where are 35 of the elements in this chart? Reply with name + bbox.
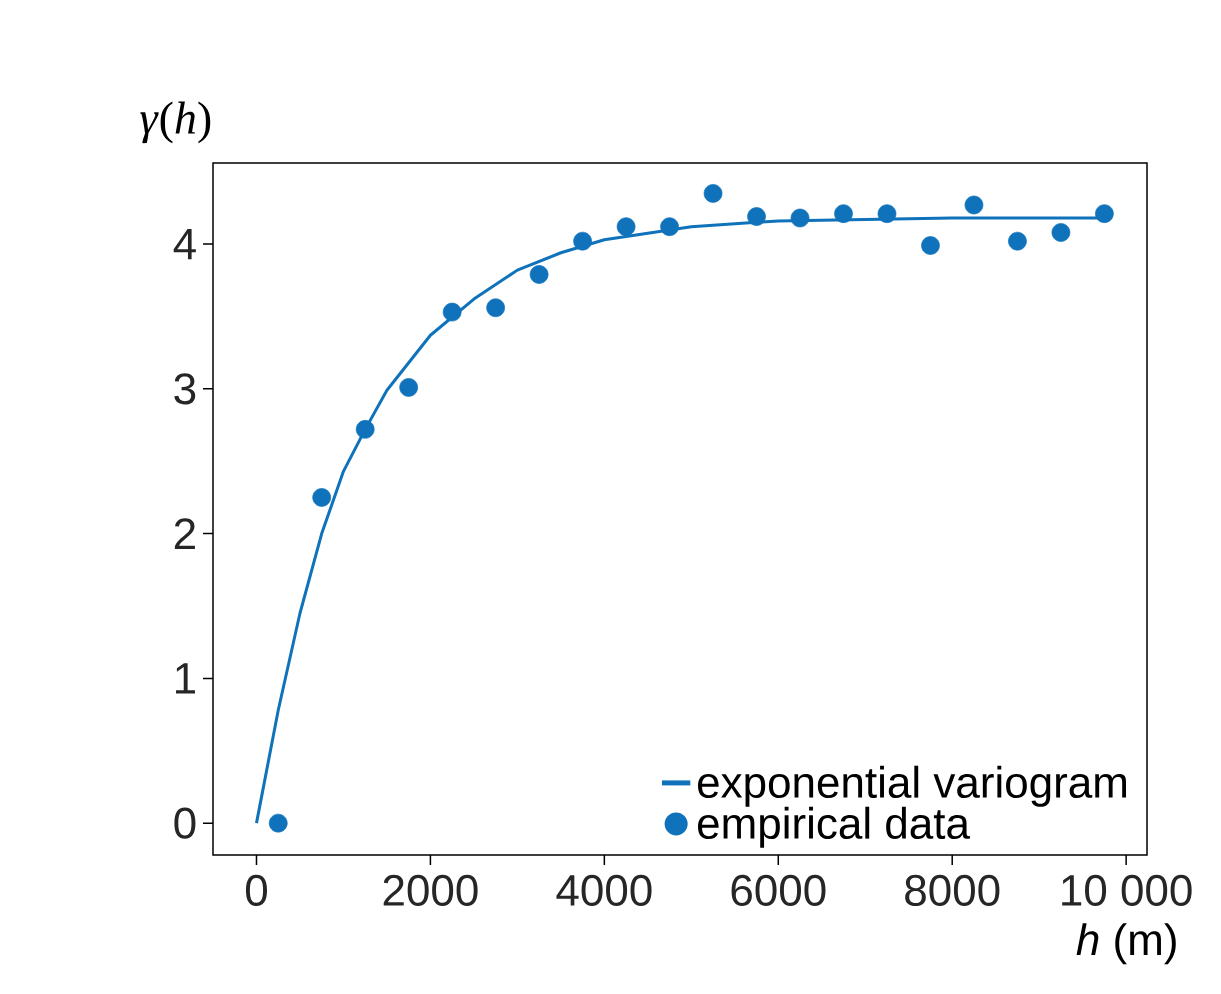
point [573, 231, 592, 251]
y-tick-label: 0 [174, 807, 196, 839]
x-tick-label: 6000 [731, 874, 826, 907]
x-tick-label: 10 000 [1062, 874, 1192, 907]
point [268, 813, 288, 833]
point [660, 217, 679, 237]
point [529, 265, 549, 284]
legend-label: empirical data [698, 806, 970, 848]
y-tick-label: 1 [176, 663, 195, 694]
legend-label: exponential variogram [698, 765, 1127, 807]
point [616, 217, 636, 237]
y-tick-label: 2 [174, 518, 195, 549]
point [312, 488, 332, 507]
point [834, 204, 853, 223]
point [921, 236, 940, 255]
x-axis-title: h (m) [1076, 923, 1176, 965]
y-tick-label: 4 [173, 228, 196, 260]
point [747, 207, 766, 226]
point [486, 298, 505, 318]
point [442, 302, 462, 322]
point [877, 204, 897, 223]
x-tick-label: 8000 [905, 874, 1000, 907]
y-axis-title: γ(h) [140, 101, 211, 144]
x-tick-label: 0 [245, 874, 268, 907]
point [790, 208, 810, 228]
point [703, 184, 723, 203]
point [355, 420, 375, 439]
point [399, 378, 419, 397]
x-tick-label: 2000 [383, 874, 478, 907]
x-tick-label: 4000 [556, 874, 652, 907]
point [1051, 223, 1071, 242]
point [1008, 231, 1027, 251]
point [964, 195, 984, 215]
point [1095, 204, 1114, 223]
y-tick-label: 3 [174, 373, 196, 405]
